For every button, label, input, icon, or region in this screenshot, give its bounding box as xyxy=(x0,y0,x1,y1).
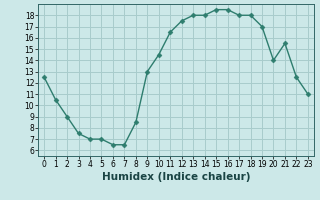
X-axis label: Humidex (Indice chaleur): Humidex (Indice chaleur) xyxy=(102,172,250,182)
